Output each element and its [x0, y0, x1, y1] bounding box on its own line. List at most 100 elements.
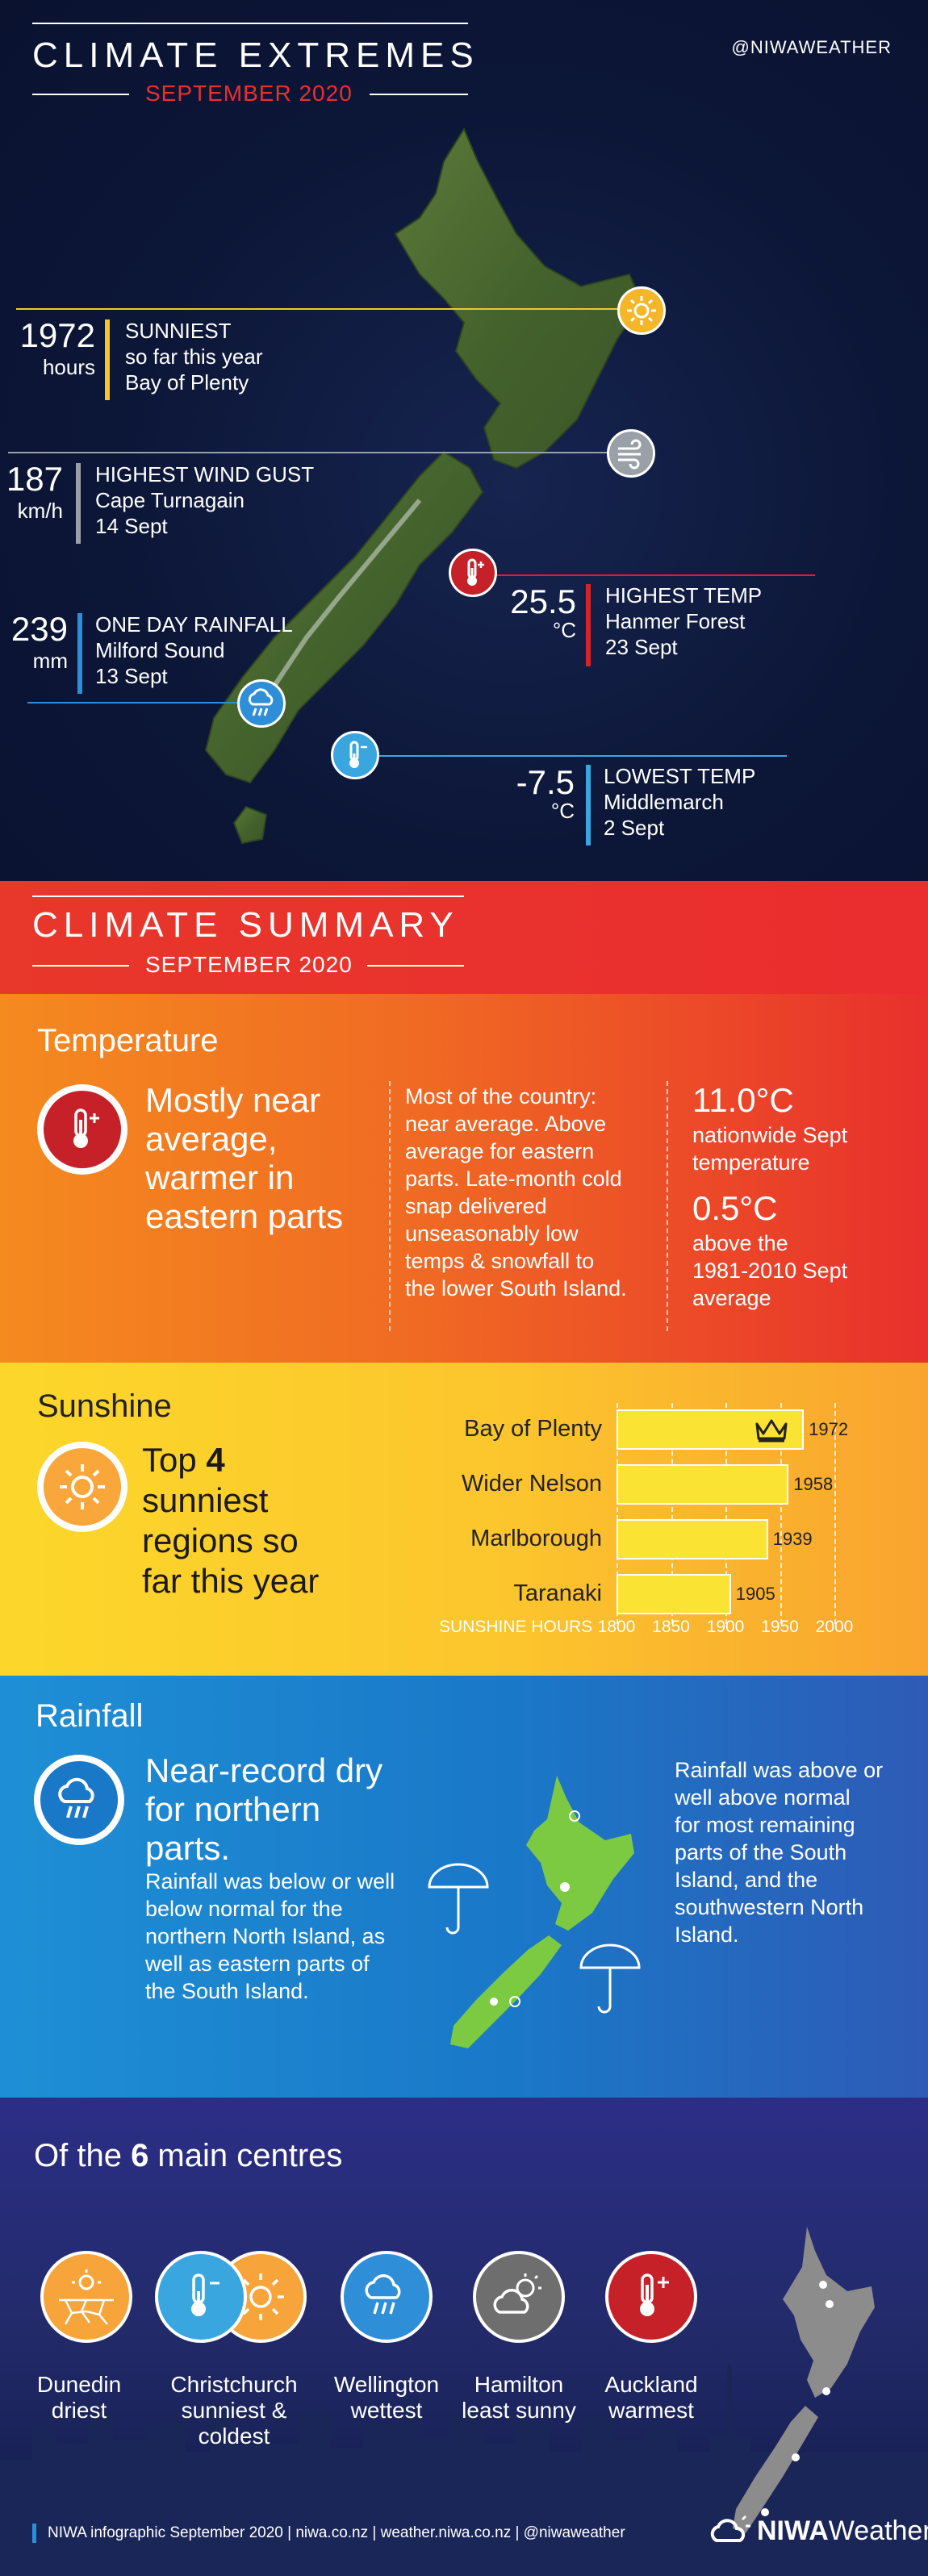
rainfall-circle [34, 1755, 124, 1845]
wind-unit: km/h [17, 499, 63, 523]
raindrop-marker-1 [560, 1882, 570, 1892]
hightemp-text: HIGHEST TEMP Hanmer Forest 23 Sept [605, 583, 763, 659]
bar-3 [617, 1574, 731, 1614]
rain-bar [77, 613, 82, 694]
lowtemp-value: -7.5 [516, 763, 575, 801]
sunshine-circle [37, 1442, 127, 1532]
rainfall-title: Rainfall [36, 1698, 144, 1734]
tick-label-1950: 1950 [761, 1618, 799, 1636]
auckland-marker [819, 2281, 827, 2289]
gridline-2000 [834, 1403, 836, 1624]
tick-label-1850: 1850 [652, 1618, 690, 1636]
tick-label-1900: 1900 [706, 1618, 745, 1636]
christchurch-label: Christchurch sunniest & coldest [170, 2372, 298, 2449]
wind-bar [76, 463, 81, 544]
hightemp-leader-line [452, 574, 815, 576]
footer-credits[interactable]: NIWA infographic September 2020 | niwa.c… [32, 2524, 625, 2543]
summary-subtitle: SEPTEMBER 2020 [145, 952, 353, 977]
rainfall-body: Rainfall was below or well below normal … [145, 1869, 395, 2003]
hamilton-marker [826, 2300, 834, 2308]
sunshine-headline: Top 4 sunniest regions so far this year [142, 1441, 320, 1600]
christchurch-cold-icon [155, 2251, 247, 2343]
temperature-section: Temperature Mostly near average, warmer … [0, 994, 928, 1363]
bar-label-0: Bay of Plenty [464, 1416, 602, 1442]
summary-rule-top [32, 896, 464, 897]
anomaly-value: 0.5°C [692, 1189, 778, 1227]
national-temp-label: nationwide Sept temperature [692, 1123, 848, 1175]
extremes-subtitle: SEPTEMBER 2020 [145, 81, 353, 106]
lowtemp-leader-line [355, 755, 787, 757]
header-rule-right [370, 94, 468, 95]
rain-text: ONE DAY RAINFALL Milford Sound 13 Sept [95, 612, 293, 688]
temperature-title: Temperature [37, 1023, 219, 1058]
niwa-cloud-icon [710, 2515, 750, 2542]
hamilton-label: Hamilton least sunny [462, 2372, 576, 2423]
temperature-divider-2 [667, 1081, 668, 1331]
summary-title: CLIMATE SUMMARY [32, 905, 459, 945]
sunshine-title: Sunshine [37, 1388, 172, 1424]
bar-2 [617, 1519, 768, 1559]
climate-summary-header: CLIMATE SUMMARY SEPTEMBER 2020 [0, 881, 928, 994]
gridline-1950 [780, 1403, 782, 1624]
rain-unit: mm [32, 649, 68, 673]
bar-1 [617, 1464, 789, 1505]
header-rule-top [32, 23, 468, 24]
bar-0 [617, 1409, 805, 1450]
temperature-circle [37, 1084, 127, 1175]
tick-label-2000: 2000 [815, 1618, 854, 1636]
lowtemp-text: LOWEST TEMP Middlemarch 2 Sept [604, 764, 756, 840]
rainfall-right-text: Rainfall was above or well above normal … [675, 1758, 884, 1947]
hightemp-bar [586, 584, 591, 666]
sun-marker-2 [509, 1996, 520, 2007]
raindrop-marker-2 [490, 1998, 498, 2006]
sunniest-bar [105, 319, 110, 400]
bar-label-1: Wider Nelson [461, 1471, 602, 1497]
sunniest-value: 1972 [19, 316, 95, 354]
rain-value: 239 [10, 610, 68, 648]
wind-icon [607, 429, 655, 478]
gridline-1900 [725, 1403, 727, 1624]
wellington-label: Wellington wettest [333, 2372, 440, 2423]
main-centres-section: Of the 6 main centres Dunedin driest Chr… [0, 2098, 928, 2576]
national-temp-value: 11.0°C [692, 1081, 794, 1119]
rainfall-section: Rainfall Near-record dry for northern pa… [0, 1676, 928, 2098]
sunniest-unit: hours [42, 355, 95, 379]
thermometer-plus-icon [449, 549, 497, 597]
centres-nz-map [733, 2227, 875, 2533]
hightemp-unit: °C [552, 618, 576, 642]
temperature-headline: Mostly near average, warmer in eastern p… [145, 1081, 344, 1235]
climate-extremes-section: CLIMATE EXTREMES SEPTEMBER 2020 @NIWAWEA… [0, 0, 928, 881]
dunedin-marker [761, 2508, 769, 2516]
wellington-marker [822, 2387, 830, 2395]
sunniest-text: SUNNIEST so far this year Bay of Plenty [125, 319, 263, 395]
x-axis-label: SUNSHINE HOURS [439, 1618, 593, 1636]
wellington-rain-icon [341, 2251, 433, 2343]
temperature-divider-1 [389, 1081, 391, 1331]
auckland-label: Auckland warmest [604, 2372, 698, 2423]
rain-cloud-icon [237, 679, 286, 728]
bar-value-0: 1972 [809, 1419, 849, 1439]
lowtemp-bar [586, 765, 591, 845]
umbrella-icon-left [428, 1863, 489, 1935]
thermometer-icon [44, 1091, 121, 1168]
temperature-body: Most of the country: near average. Above… [405, 1084, 627, 1301]
sunniest-leader-line [16, 308, 642, 310]
hamilton-cloud-icon [473, 2251, 565, 2343]
centres-title: Of the 6 main centres [34, 2138, 343, 2173]
bar-value-1: 1958 [793, 1474, 834, 1494]
social-handle[interactable]: @NIWAWEATHER [731, 37, 892, 57]
niwa-weather-logo[interactable]: NIWAWeather [707, 2515, 928, 2547]
anomaly-label: above the 1981-2010 Sept average [692, 1231, 848, 1310]
wind-leader-line [8, 452, 617, 453]
crown-icon [755, 1419, 788, 1442]
gridline-1800 [617, 1403, 618, 1624]
dunedin-dry-icon [40, 2251, 132, 2343]
summary-rule-right [367, 965, 464, 967]
gridline-1850 [671, 1403, 673, 1624]
summary-rule-left [32, 965, 129, 967]
bar-label-3: Taranaki [513, 1580, 602, 1606]
tick-label-1800: 1800 [597, 1618, 636, 1636]
umbrella-icon-right [579, 1943, 641, 2014]
bar-label-2: Marlborough [470, 1526, 602, 1551]
city-skyline [0, 2364, 928, 2576]
